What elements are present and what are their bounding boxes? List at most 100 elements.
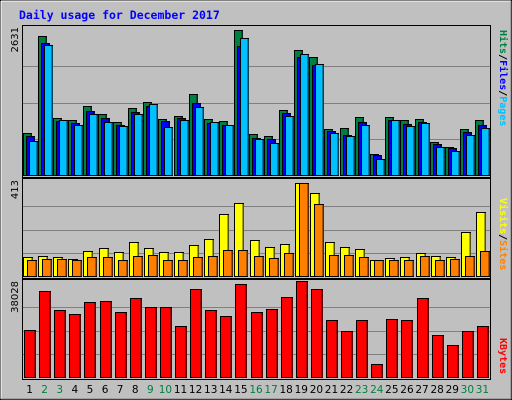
bar-kbytes-day-19	[296, 281, 308, 378]
bar-kbytes-shadow	[366, 321, 368, 377]
bar-sites-shadow	[397, 261, 399, 276]
bar-kbytes-day-31	[477, 326, 489, 378]
bar-kbytes-day-30	[462, 331, 474, 378]
x-tick-label-day-16: 16	[249, 384, 263, 396]
bar-sites-shadow	[246, 251, 248, 276]
panel-hits-legend: Hits/Files/Pages	[497, 30, 509, 126]
bar-sites-shadow	[352, 256, 354, 276]
x-tick-label-day-21: 21	[325, 384, 338, 396]
x-tick-label-day-10: 10	[159, 384, 172, 396]
chart-title: Daily usage for December 2017	[19, 8, 220, 22]
bar-kbytes-shadow	[79, 315, 81, 377]
panel-visits-ymax-label: 413	[10, 180, 21, 199]
legend-kbytes: KBytes	[497, 338, 508, 374]
bar-sites-shadow	[231, 251, 233, 276]
bar-kbytes-day-14	[220, 316, 232, 378]
bar-sites-shadow	[65, 260, 67, 276]
legend-separator: /	[497, 90, 508, 96]
bar-sites-shadow	[458, 260, 460, 276]
bar-kbytes-day-16	[251, 312, 263, 378]
bar-pages-shadow	[413, 127, 415, 175]
bar-pages-shadow	[488, 129, 490, 175]
bar-pages-shadow	[141, 115, 143, 175]
bar-pages-shadow	[368, 126, 370, 175]
x-tick-label-day-11: 11	[174, 384, 187, 396]
bar-kbytes-shadow	[261, 313, 263, 377]
bar-kbytes-day-3	[54, 310, 66, 378]
bar-kbytes-day-2	[39, 291, 51, 378]
bar-kbytes-day-8	[130, 298, 142, 378]
bar-kbytes-day-21	[326, 320, 338, 378]
x-tick-label-day-5: 5	[87, 384, 94, 396]
legend-files: Files	[497, 60, 509, 90]
x-tick-label-day-31: 31	[476, 384, 489, 396]
x-tick-label-day-3: 3	[56, 384, 63, 396]
bar-kbytes-day-7	[115, 312, 127, 378]
x-tick-label-day-20: 20	[310, 384, 323, 396]
bar-sites-shadow	[186, 261, 188, 276]
legend-separator: /	[497, 234, 508, 240]
bar-sites-shadow	[322, 205, 324, 276]
bar-kbytes-shadow	[472, 332, 474, 377]
bar-kbytes-shadow	[49, 292, 51, 377]
bar-pages-shadow	[262, 140, 264, 175]
x-tick-label-day-7: 7	[117, 384, 124, 396]
bar-sites-shadow	[95, 258, 97, 276]
bar-sites-shadow	[171, 261, 173, 276]
bar-sites-shadow	[382, 261, 384, 276]
bar-kbytes-day-5	[84, 302, 96, 378]
bar-kbytes-day-28	[432, 335, 444, 378]
bar-kbytes-day-11	[175, 326, 187, 378]
bar-kbytes-shadow	[411, 321, 413, 377]
bar-pages-shadow	[202, 108, 204, 175]
bar-kbytes-shadow	[396, 320, 398, 377]
bar-pages-shadow	[36, 142, 38, 175]
bar-kbytes-shadow	[140, 299, 142, 377]
bar-kbytes-shadow	[155, 308, 157, 377]
bar-kbytes-day-25	[386, 319, 398, 378]
bar-kbytes-day-10	[160, 307, 172, 378]
bar-visits-shadow	[227, 215, 229, 276]
bar-pages-shadow	[51, 46, 53, 175]
bar-kbytes-day-15	[235, 284, 247, 378]
bar-visits-shadow	[242, 204, 244, 276]
bar-pages-shadow	[428, 124, 430, 175]
bar-kbytes-shadow	[200, 290, 202, 377]
bar-sites-shadow	[262, 257, 264, 276]
bar-sites-shadow	[156, 256, 158, 276]
x-tick-label-day-1: 1	[26, 384, 33, 396]
bar-kbytes-day-18	[281, 297, 293, 378]
bar-pages-shadow	[247, 39, 249, 175]
x-tick-label-day-12: 12	[189, 384, 202, 396]
bar-kbytes-day-12	[190, 289, 202, 378]
bar-sites-shadow	[80, 261, 82, 276]
bar-sites-shadow	[292, 254, 294, 276]
bar-sites-shadow	[412, 261, 414, 276]
bar-sites-shadow	[141, 257, 143, 276]
bar-pages-shadow	[398, 121, 400, 175]
bar-kbytes-shadow	[442, 336, 444, 377]
bar-kbytes-day-27	[417, 298, 429, 378]
bar-sites-shadow	[111, 258, 113, 276]
bar-sites-shadow	[201, 258, 203, 276]
bar-visits-shadow	[469, 233, 471, 276]
bar-sites-shadow	[367, 258, 369, 276]
legend-hits: Hits	[497, 30, 509, 54]
x-tick-label-day-30: 30	[461, 384, 474, 396]
bar-kbytes-shadow	[185, 327, 187, 377]
bar-kbytes-shadow	[110, 302, 112, 377]
bar-kbytes-shadow	[381, 365, 383, 377]
bar-sites-shadow	[428, 257, 430, 276]
bar-kbytes-shadow	[336, 321, 338, 377]
bar-sites-shadow	[337, 256, 339, 276]
x-tick-label-day-17: 17	[264, 384, 277, 396]
bar-kbytes-day-9	[145, 307, 157, 378]
bar-kbytes-day-29	[447, 345, 459, 378]
x-tick-label-day-29: 29	[446, 384, 459, 396]
bar-kbytes-day-23	[356, 320, 368, 378]
bar-kbytes-day-22	[341, 331, 353, 378]
bar-sites-shadow	[473, 257, 475, 276]
bar-pages-shadow	[96, 115, 98, 175]
bar-sites-shadow	[50, 260, 52, 276]
